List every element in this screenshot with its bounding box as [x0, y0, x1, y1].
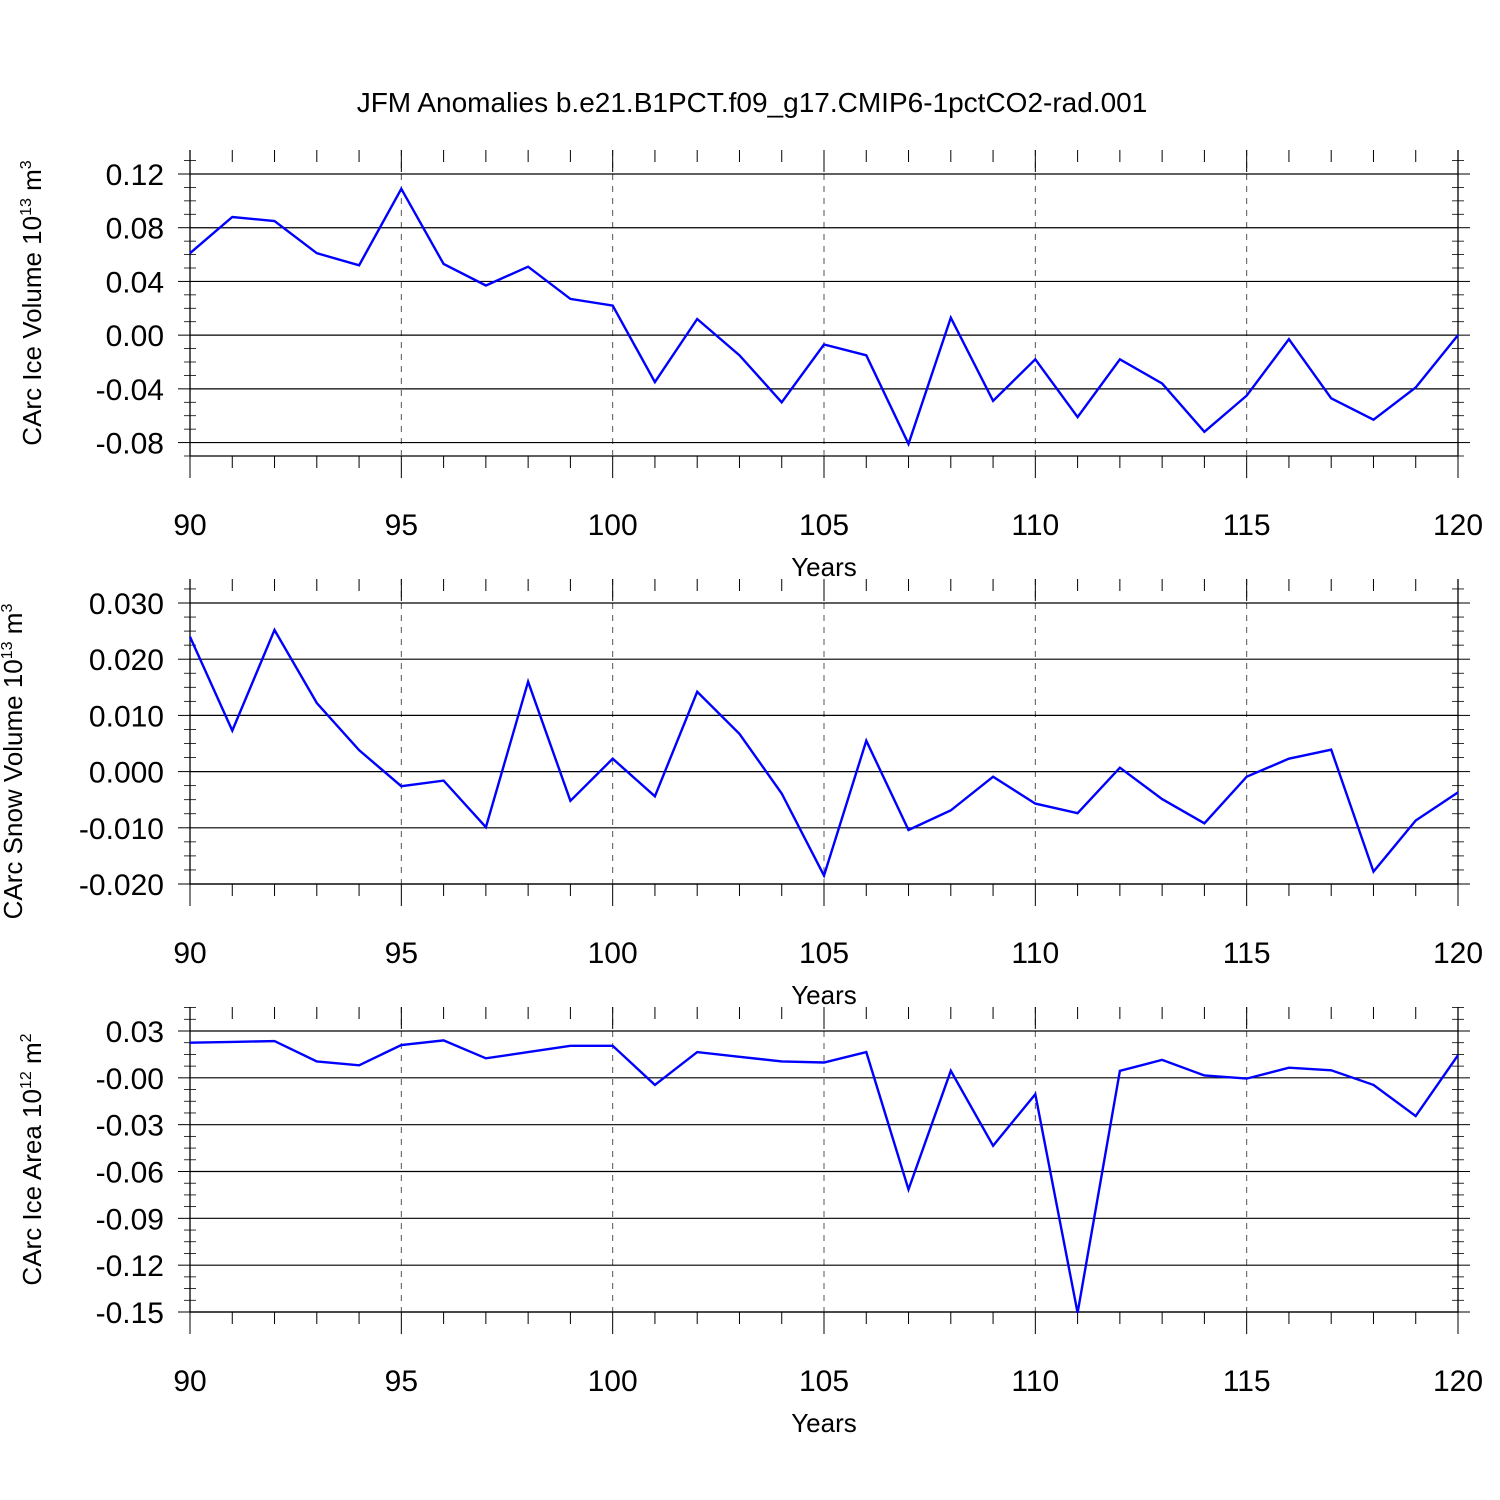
y-axis-title-ylabel-exp: 12	[18, 1071, 35, 1089]
x-tick-label: 105	[799, 1365, 849, 1398]
x-tick-label: 100	[588, 937, 638, 970]
x-tick-label: 110	[1011, 1365, 1059, 1398]
y-tick-label: -0.06	[96, 1157, 164, 1190]
y-tick-label: -0.00	[96, 1063, 164, 1096]
y-tick-label: 0.00	[106, 320, 164, 353]
y-tick-label: 0.12	[106, 159, 164, 192]
y-tick-label: -0.12	[96, 1250, 164, 1283]
y-axis-title: CArc Ice Volume 1013 m3	[17, 160, 47, 445]
y-axis-title: CArc Ice Area 1012 m2	[17, 1033, 47, 1285]
y-axis-title-ylabel-unit-exp: 2	[18, 1033, 35, 1042]
series-line	[189, 186, 1459, 448]
x-tick-label: 120	[1433, 1365, 1483, 1398]
y-axis-title-ylabel-unit: m	[17, 1042, 47, 1071]
panel-2: 0.030 0.020 0.010 0.000 -0.010 -0.020 90 95 100 1…	[0, 579, 1483, 1010]
y-axis-title-ylabel: CArc Ice Area 10	[17, 1089, 47, 1286]
x-tick-label: 100	[588, 509, 638, 542]
x-tick-label: 105	[799, 509, 849, 542]
y-tick-label: 0.08	[106, 213, 164, 246]
y-axis-title-ylabel-unit: m	[17, 169, 47, 198]
x-tick-label: 105	[799, 937, 849, 970]
y-tick-label: 0.020	[89, 644, 164, 677]
y-tick-label: -0.010	[79, 813, 164, 846]
y-axis-title-ylabel: CArc Ice Volume 10	[17, 216, 47, 446]
y-tick-label: -0.04	[96, 374, 164, 407]
y-tick-label: -0.03	[96, 1110, 164, 1143]
y-axis-title-ylabel-unit: m	[0, 613, 28, 642]
x-tick-label: 115	[1223, 937, 1271, 970]
x-tick-label: 120	[1433, 509, 1483, 542]
x-tick-label: 90	[173, 509, 206, 542]
x-axis-title: Years	[791, 552, 857, 582]
y-axis-title-ylabel-unit-exp: 3	[18, 160, 35, 169]
x-axis-title: Years	[791, 980, 857, 1010]
y-axis-title-ylabel: CArc Snow Volume 10	[0, 659, 28, 919]
y-tick-label: 0.000	[89, 757, 164, 790]
y-tick-label: 0.030	[89, 588, 164, 621]
y-axis-title-ylabel-exp: 13	[0, 641, 16, 659]
x-tick-label: 120	[1433, 937, 1483, 970]
panels: 0.12 0.08 0.04 0.00 -0.04 -0.08 90 95 100 105 110 1…	[0, 150, 1483, 1438]
x-tick-label: 90	[173, 1365, 206, 1398]
y-tick-label: 0.03	[106, 1016, 164, 1049]
x-tick-label: 110	[1011, 509, 1059, 542]
y-axis-title: CArc Snow Volume 1013 m3	[0, 604, 28, 920]
y-axis-title-ylabel-unit-exp: 3	[0, 604, 16, 613]
x-tick-label: 95	[385, 1365, 418, 1398]
x-tick-label: 110	[1011, 937, 1059, 970]
y-tick-label: -0.09	[96, 1203, 164, 1236]
chart-title: JFM Anomalies b.e21.B1PCT.f09_g17.CMIP6-…	[357, 87, 1148, 118]
x-tick-label: 90	[173, 937, 206, 970]
x-tick-label: 100	[588, 1365, 638, 1398]
x-tick-label: 95	[385, 937, 418, 970]
panel-3: 0.03 -0.00 -0.03 -0.06 -0.09 -0.12 -0.15 90 95 10…	[17, 1007, 1483, 1438]
y-tick-label: -0.15	[96, 1297, 164, 1330]
y-axis-title-ylabel-exp: 13	[18, 198, 35, 216]
x-tick-label: 115	[1223, 1365, 1271, 1398]
series-line	[189, 1039, 1459, 1314]
x-tick-label: 115	[1223, 509, 1271, 542]
y-tick-label: 0.04	[106, 266, 164, 299]
y-tick-label: -0.08	[96, 428, 164, 461]
y-tick-label: 0.010	[89, 700, 164, 733]
x-axis-title: Years	[791, 1408, 857, 1438]
series-line	[188, 627, 1459, 879]
panel-1: 0.12 0.08 0.04 0.00 -0.04 -0.08 90 95 100 105 110 1…	[17, 150, 1483, 582]
x-tick-label: 95	[385, 509, 418, 542]
y-tick-label: -0.020	[79, 869, 164, 902]
